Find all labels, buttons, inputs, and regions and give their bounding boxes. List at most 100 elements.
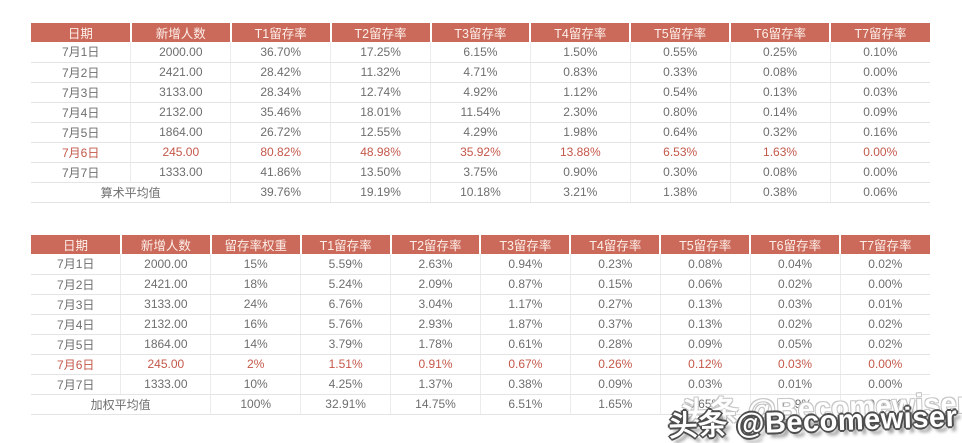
table-cell: 7月4日 bbox=[31, 314, 121, 335]
table-row: 7月7日 1333.00 41.86% 13.50% 3.75% 0.90% 0.30% 0.… bbox=[31, 162, 930, 183]
table-cell: 1864.00 bbox=[120, 334, 211, 355]
table-cell: 0.02% bbox=[839, 254, 930, 275]
table-cell: 3133.00 bbox=[120, 294, 211, 315]
summary-row: 加权平均值 100% 32.91% 14.75% 6.51% 1.65% 0.65% 0.19… bbox=[31, 394, 930, 415]
column-header: T3留存率 bbox=[479, 235, 571, 254]
table-cell: 18% bbox=[210, 274, 301, 295]
table-cell: 7月3日 bbox=[31, 82, 131, 103]
table-cell: 18.01% bbox=[330, 102, 431, 123]
table-cell: 1333.00 bbox=[120, 374, 211, 395]
table-cell: 0.00% bbox=[829, 142, 930, 163]
table-cell: 0.27% bbox=[569, 294, 661, 315]
table-cell: 2421.00 bbox=[120, 274, 211, 295]
table-header: 日期 新增人数 留存率权重 T1留存率 T2留存率 T3留存率 T4留存率 T5留存率 T6留存… bbox=[31, 235, 930, 254]
table-cell: 0.00% bbox=[839, 374, 930, 395]
table-cell: 10% bbox=[210, 374, 301, 395]
column-header: 日期 bbox=[31, 23, 131, 42]
summary-cell: 100% bbox=[210, 394, 301, 415]
table-cell: 0.32% bbox=[729, 122, 830, 143]
column-header: T1留存率 bbox=[299, 235, 391, 254]
table-cell: 13.88% bbox=[529, 142, 631, 163]
weighted-average-retention-table: 日期 新增人数 留存率权重 T1留存率 T2留存率 T3留存率 T4留存率 T5留存率 T6留存… bbox=[31, 235, 930, 415]
table-cell: 1.51% bbox=[300, 354, 391, 375]
summary-cell: 19.19% bbox=[330, 182, 431, 203]
header-row: 日期 新增人数 T1留存率 T2留存率 T3留存率 T4留存率 T5留存率 T6留存率 T7留存… bbox=[31, 23, 930, 42]
table-cell: 26.72% bbox=[230, 122, 331, 143]
table-cell: 0.37% bbox=[569, 314, 661, 335]
table-cell: 0.02% bbox=[839, 314, 930, 335]
header-row: 日期 新增人数 留存率权重 T1留存率 T2留存率 T3留存率 T4留存率 T5留存率 T6留存… bbox=[31, 235, 930, 254]
table-cell: 11.54% bbox=[430, 102, 531, 123]
table-cell: 7月2日 bbox=[31, 62, 131, 83]
table-cell: 0.16% bbox=[829, 122, 930, 143]
table-cell: 0.23% bbox=[569, 254, 661, 275]
table-row: 7月7日 1333.00 10% 4.25% 1.37% 0.38% 0.09% 0.03% 0… bbox=[31, 374, 930, 395]
table-cell: 1.87% bbox=[479, 314, 571, 335]
table-cell: 28.34% bbox=[230, 82, 331, 103]
table-cell: 0.03% bbox=[749, 354, 841, 375]
table-cell: 0.83% bbox=[529, 62, 631, 83]
table-cell: 7月6日 bbox=[31, 354, 121, 375]
table-cell: 6.15% bbox=[430, 42, 531, 63]
table-cell: 0.26% bbox=[569, 354, 661, 375]
table-cell: 0.09% bbox=[659, 334, 751, 355]
table-cell: 0.08% bbox=[729, 62, 830, 83]
table-cell: 0.80% bbox=[629, 102, 731, 123]
table-row: 7月2日 2421.00 18% 5.24% 2.09% 0.87% 0.15% 0.06% 0… bbox=[31, 274, 930, 295]
table-row: 7月3日 3133.00 24% 6.76% 3.04% 1.17% 0.27% 0.13% 0… bbox=[31, 294, 930, 315]
table-cell: 7月5日 bbox=[31, 122, 131, 143]
table-cell: 1.12% bbox=[529, 82, 631, 103]
table-cell: 245.00 bbox=[130, 142, 231, 163]
summary-cell: 14.75% bbox=[390, 394, 481, 415]
table-row: 7月4日 2132.00 35.46% 18.01% 11.54% 2.30% 0.80% 0… bbox=[31, 102, 930, 123]
table-cell: 7月5日 bbox=[31, 334, 121, 355]
table-cell: 0.00% bbox=[839, 274, 930, 295]
summary-cell: 3.21% bbox=[529, 182, 631, 203]
table-row: 7月2日 2421.00 28.42% 11.32% 4.71% 0.83% 0.33% 0.… bbox=[31, 62, 930, 83]
table-cell: 0.01% bbox=[749, 374, 841, 395]
table-cell: 0.04% bbox=[749, 254, 841, 275]
table-row: 7月1日 2000.00 36.70% 17.25% 6.15% 1.50% 0.55% 0.… bbox=[31, 42, 930, 63]
table-cell: 17.25% bbox=[330, 42, 431, 63]
table-cell: 80.82% bbox=[230, 142, 331, 163]
table-cell: 0.12% bbox=[659, 354, 751, 375]
summary-row: 算术平均值 39.76% 19.19% 10.18% 3.21% 1.38% 0.38% 0.… bbox=[31, 182, 930, 203]
table-cell: 35.92% bbox=[430, 142, 531, 163]
table-cell: 0.00% bbox=[829, 62, 930, 83]
summary-cell: 0.65% bbox=[659, 394, 751, 415]
table-cell: 6.76% bbox=[300, 294, 391, 315]
column-header: T4留存率 bbox=[569, 235, 661, 254]
table-cell: 12.55% bbox=[330, 122, 431, 143]
table-cell: 36.70% bbox=[230, 42, 331, 63]
summary-cell: 10.18% bbox=[430, 182, 531, 203]
table-cell: 24% bbox=[210, 294, 301, 315]
table-row: 7月5日 1864.00 14% 3.79% 1.78% 0.61% 0.28% 0.09% 0… bbox=[31, 334, 930, 355]
column-header: T5留存率 bbox=[659, 235, 751, 254]
table-cell: 7月3日 bbox=[31, 294, 121, 315]
summary-cell: 1.38% bbox=[629, 182, 731, 203]
table-cell: 2421.00 bbox=[130, 62, 231, 83]
table-cell: 2.30% bbox=[529, 102, 631, 123]
summary-cell: 39.76% bbox=[230, 182, 331, 203]
table-row: 7月5日 1864.00 26.72% 12.55% 4.29% 1.98% 0.64% 0.… bbox=[31, 122, 930, 143]
column-header: 留存率权重 bbox=[209, 235, 301, 254]
table-cell: 0.09% bbox=[829, 102, 930, 123]
column-header: 新增人数 bbox=[119, 235, 211, 254]
table-body: 7月1日 2000.00 15% 5.59% 2.63% 0.94% 0.23% 0.08% 0… bbox=[31, 254, 930, 415]
table-cell: 48.98% bbox=[330, 142, 431, 163]
table-cell: 0.13% bbox=[729, 82, 830, 103]
table-cell: 1.78% bbox=[390, 334, 481, 355]
table-row: 7月6日 245.00 80.82% 48.98% 35.92% 13.88% 6.53% 1… bbox=[31, 142, 930, 163]
table-cell: 0.06% bbox=[659, 274, 751, 295]
table-cell: 0.67% bbox=[479, 354, 571, 375]
table-cell: 0.90% bbox=[529, 162, 631, 183]
table-cell: 0.14% bbox=[729, 102, 830, 123]
table-cell: 0.55% bbox=[629, 42, 731, 63]
table-cell: 0.64% bbox=[629, 122, 731, 143]
table-cell: 5.76% bbox=[300, 314, 391, 335]
table-row: 7月4日 2132.00 16% 5.76% 2.93% 1.87% 0.37% 0.13% 0… bbox=[31, 314, 930, 335]
table-cell: 0.30% bbox=[629, 162, 731, 183]
table-cell: 1.17% bbox=[479, 294, 571, 315]
table-cell: 0.28% bbox=[569, 334, 661, 355]
summary-label: 加权平均值 bbox=[31, 394, 211, 415]
